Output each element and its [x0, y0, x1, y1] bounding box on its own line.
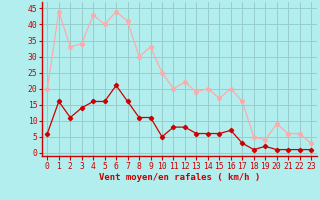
X-axis label: Vent moyen/en rafales ( km/h ): Vent moyen/en rafales ( km/h ): [99, 173, 260, 182]
